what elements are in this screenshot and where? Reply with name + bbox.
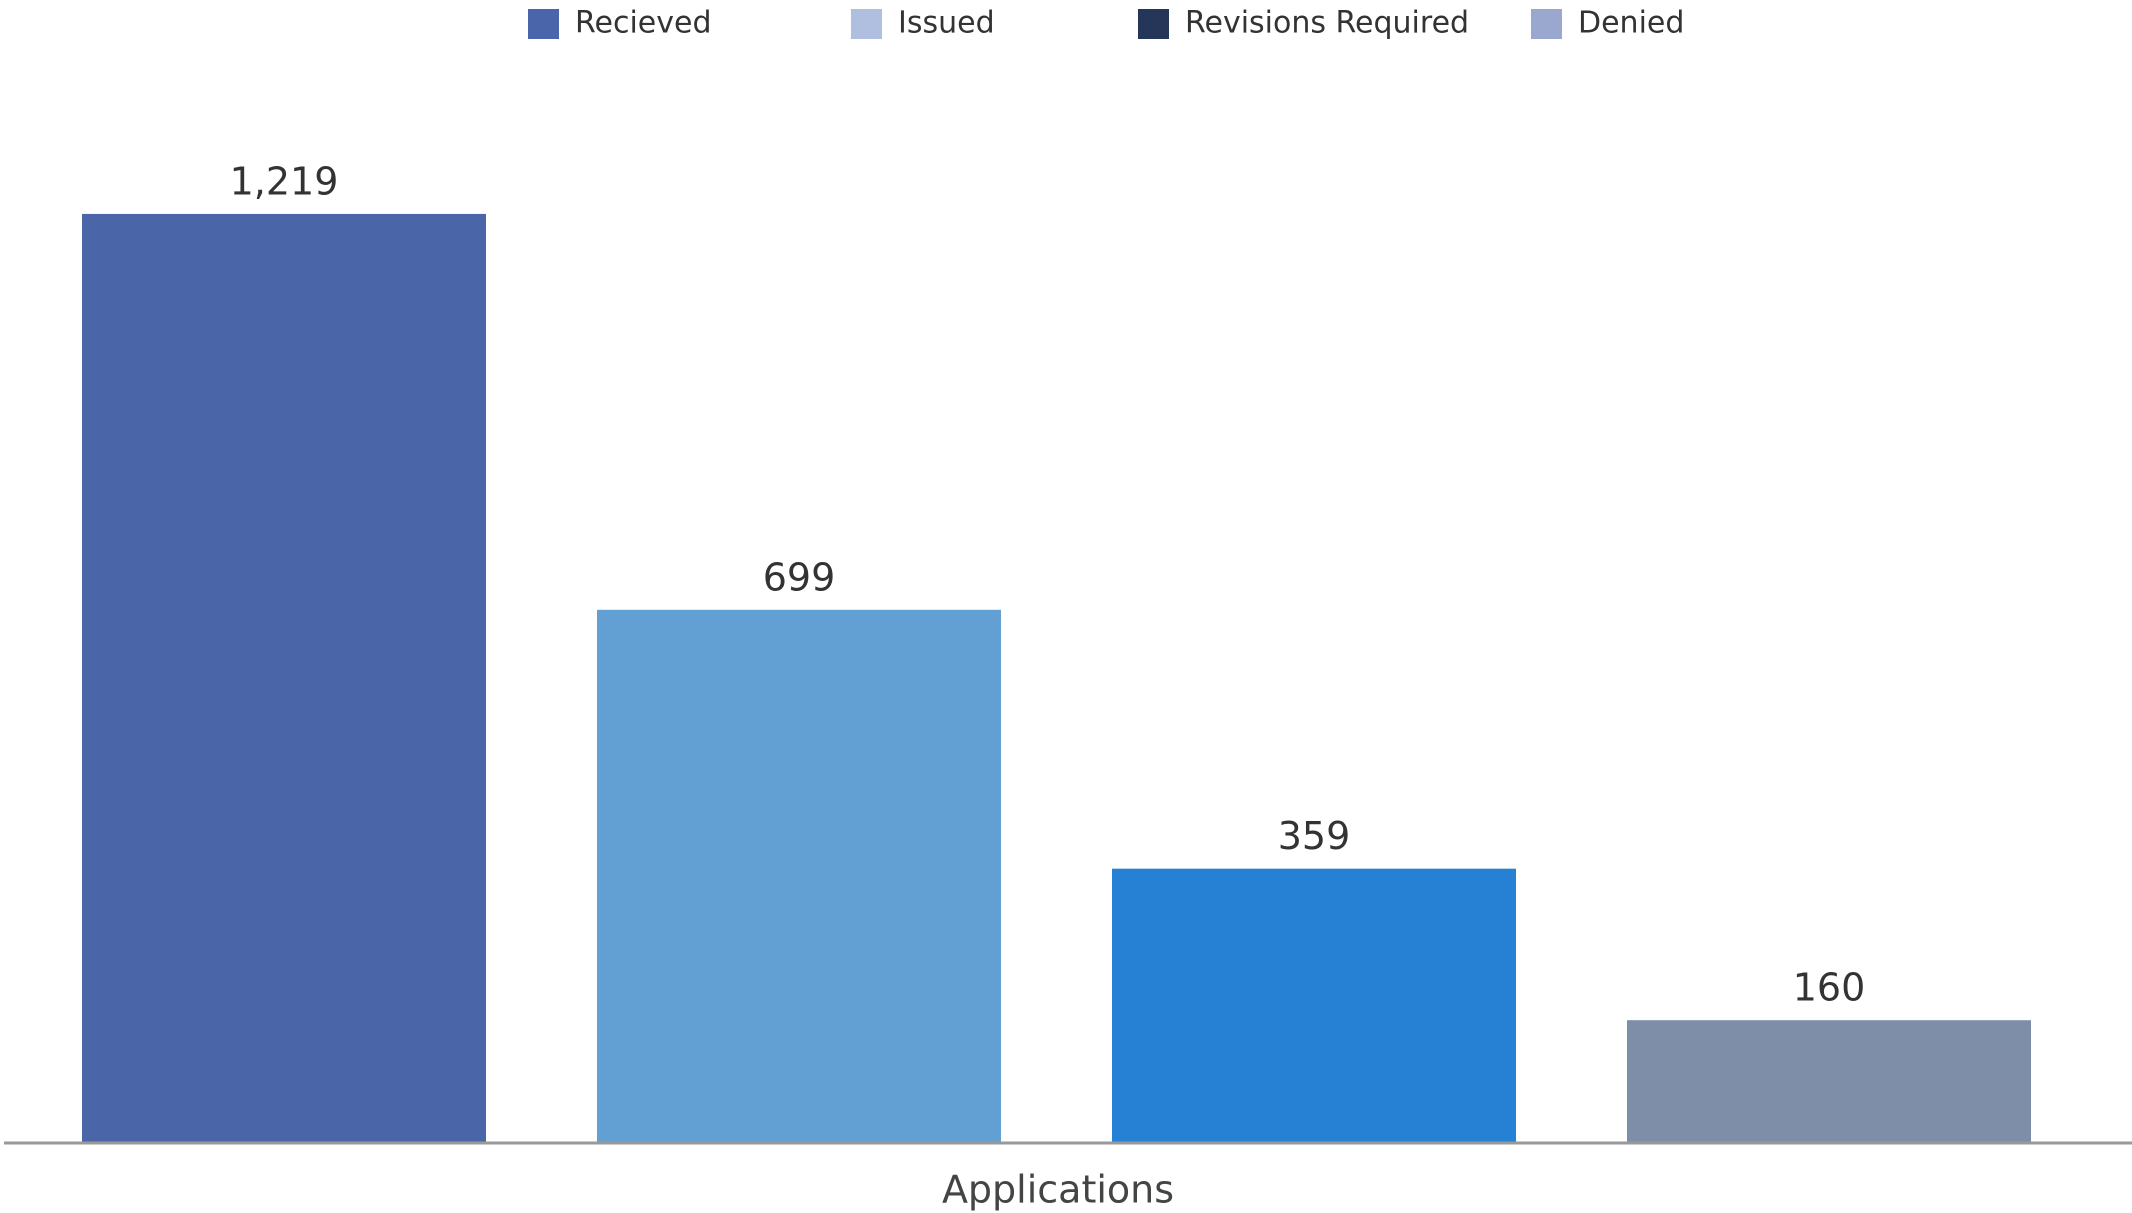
bar [1112, 868, 1516, 1142]
legend-swatch [851, 9, 882, 39]
bar [597, 609, 1001, 1142]
category-label: Applications [942, 1168, 1174, 1212]
bar [82, 213, 486, 1142]
legend-text: Recieved [575, 6, 712, 41]
value-label: 1,219 [230, 159, 339, 203]
value-label: 359 [1278, 814, 1351, 858]
legend-swatch [1138, 9, 1169, 39]
legend-text: Issued [898, 6, 995, 41]
value-label: 160 [1793, 966, 1866, 1010]
legend-swatch [528, 9, 559, 39]
legend-swatch [1531, 9, 1562, 39]
legend-text: Denied [1578, 6, 1684, 41]
bar [1627, 1020, 2031, 1142]
legend-text: Revisions Required [1185, 6, 1469, 41]
value-label: 699 [763, 555, 836, 599]
